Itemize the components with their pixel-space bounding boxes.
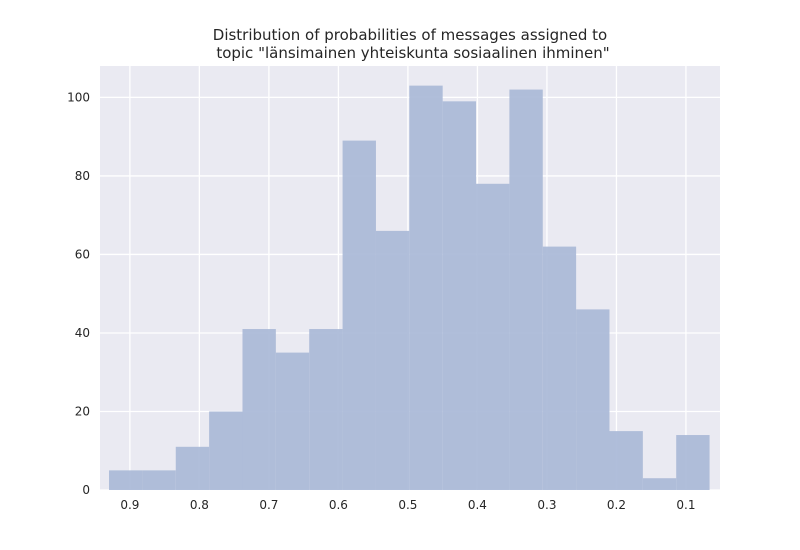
histogram-bar — [109, 470, 143, 490]
x-tick-label: 0.6 — [329, 498, 348, 512]
x-tick-label: 0.5 — [398, 498, 417, 512]
x-tick-label: 0.8 — [190, 498, 209, 512]
histogram-bar — [509, 89, 543, 491]
histogram-bar — [476, 183, 510, 490]
x-axis-ticks: 0.9 0.8 0.7 0.6 0.5 0.4 0.3 0.2 0.1 — [120, 498, 695, 512]
histogram-bar — [375, 230, 410, 490]
x-tick-label: 0.3 — [537, 498, 556, 512]
histogram-bar — [242, 329, 276, 490]
x-tick-label: 0.7 — [259, 498, 278, 512]
y-tick-label: 100 — [67, 90, 90, 104]
histogram-bar — [542, 246, 577, 490]
y-tick-label: 80 — [75, 169, 90, 183]
histogram-bar — [676, 435, 710, 490]
histogram-bar — [609, 431, 643, 490]
chart-title-line-1: Distribution of probabilities of message… — [213, 26, 607, 44]
y-tick-label: 60 — [75, 247, 90, 261]
histogram-bar — [309, 329, 343, 490]
x-tick-label: 0.4 — [468, 498, 487, 512]
y-tick-label: 20 — [75, 404, 90, 418]
y-tick-label: 0 — [82, 483, 90, 497]
histogram-bar — [576, 309, 610, 490]
histogram-bar — [209, 411, 243, 490]
y-tick-label: 40 — [75, 326, 90, 340]
histogram-bar — [142, 470, 176, 490]
histogram-bars — [109, 85, 710, 491]
y-axis-ticks: 0 20 40 60 80 100 — [67, 90, 90, 497]
x-tick-label: 0.9 — [120, 498, 139, 512]
histogram-bar — [442, 101, 477, 490]
histogram-bar — [409, 85, 443, 490]
chart-title-line-2: topic "länsimainen yhteiskunta sosiaalin… — [216, 44, 609, 62]
x-tick-label: 0.1 — [676, 498, 695, 512]
histogram-bar — [342, 140, 376, 490]
histogram-bar — [275, 352, 310, 490]
histogram-bar — [642, 478, 677, 490]
histogram-bar — [175, 446, 210, 490]
x-tick-label: 0.2 — [607, 498, 626, 512]
